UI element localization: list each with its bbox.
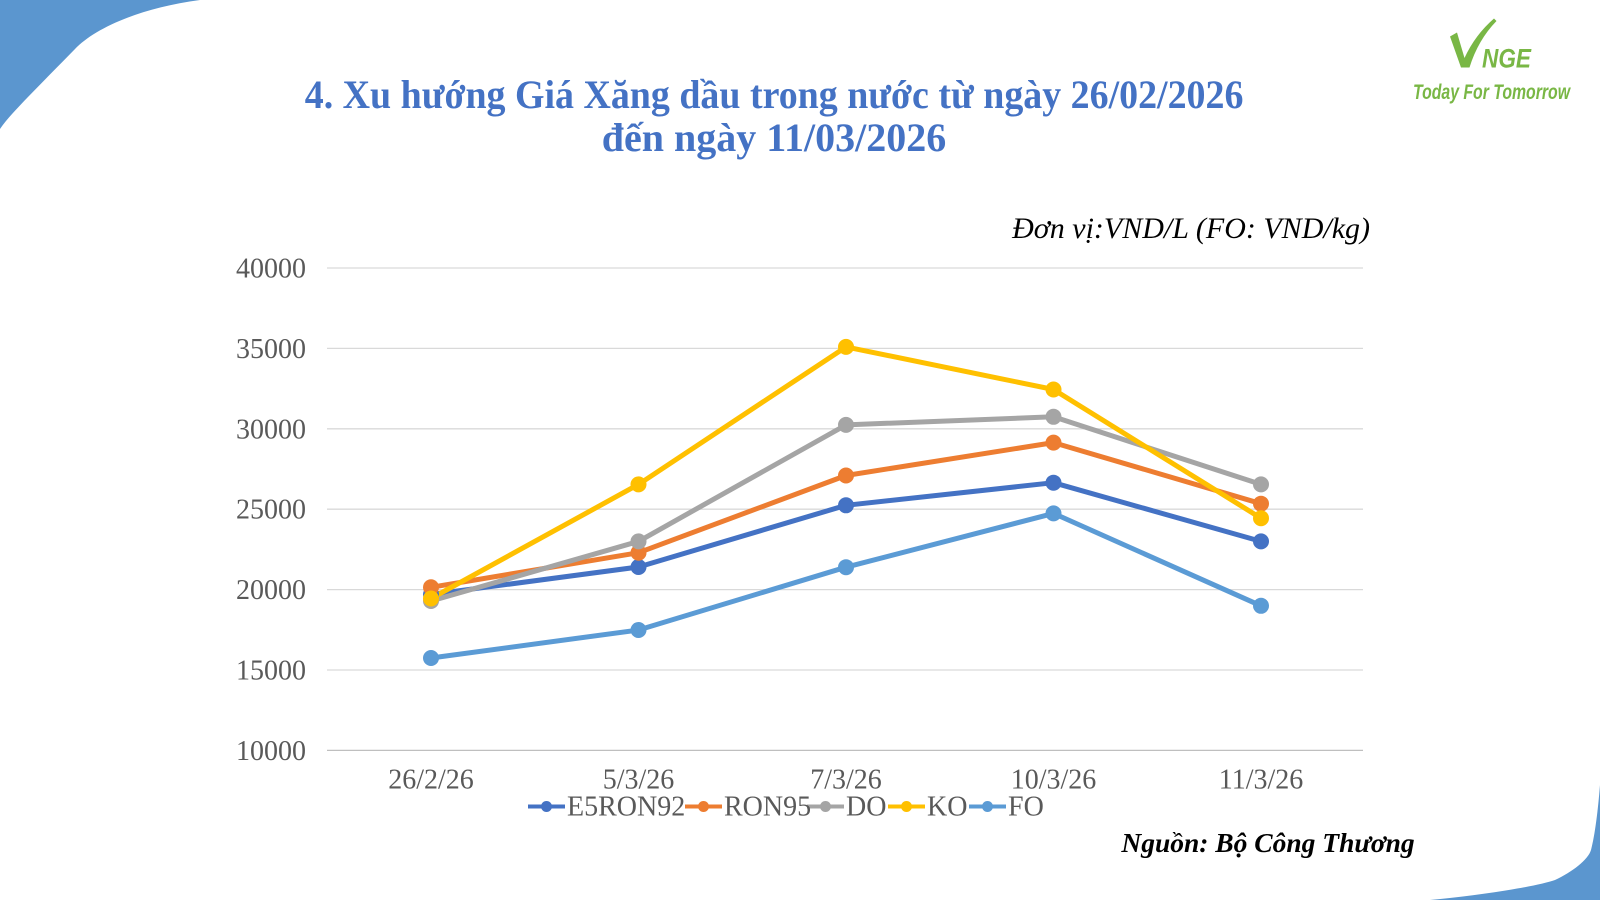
- svg-text:15000: 15000: [236, 656, 306, 687]
- svg-text:10000: 10000: [236, 736, 306, 767]
- svg-text:7/3/26: 7/3/26: [810, 765, 882, 796]
- svg-text:FO: FO: [1008, 792, 1044, 823]
- svg-text:20000: 20000: [236, 575, 306, 606]
- svg-text:RON95: RON95: [724, 792, 811, 823]
- svg-text:NGE: NGE: [1482, 44, 1532, 74]
- svg-text:25000: 25000: [236, 495, 306, 526]
- svg-text:40000: 40000: [236, 254, 306, 285]
- svg-text:26/2/26: 26/2/26: [388, 765, 474, 796]
- svg-text:DO: DO: [846, 792, 886, 823]
- svg-text:KO: KO: [927, 792, 967, 823]
- svg-text:30000: 30000: [236, 414, 306, 445]
- svg-text:11/3/26: 11/3/26: [1219, 765, 1304, 796]
- svg-text:35000: 35000: [236, 334, 306, 365]
- svg-text:E5RON92: E5RON92: [567, 792, 685, 823]
- svg-text:5/3/26: 5/3/26: [603, 765, 675, 796]
- svg-text:10/3/26: 10/3/26: [1011, 765, 1097, 796]
- svg-text:Today For Tomorrow: Today For Tomorrow: [1413, 81, 1571, 104]
